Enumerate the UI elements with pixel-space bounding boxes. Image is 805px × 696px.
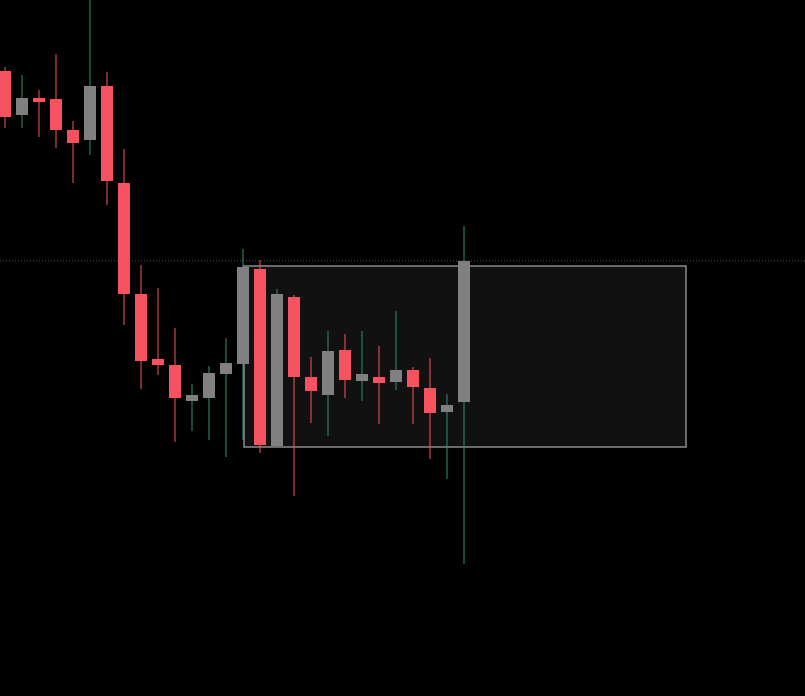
candle-body bbox=[16, 98, 28, 115]
candle-body bbox=[169, 365, 181, 398]
candle-body bbox=[50, 99, 62, 130]
candle-body bbox=[220, 363, 232, 374]
candle-body bbox=[339, 350, 351, 380]
candle-body bbox=[33, 98, 45, 102]
candle-body bbox=[390, 370, 402, 382]
candle-body bbox=[84, 86, 96, 140]
candle-body bbox=[373, 377, 385, 383]
candle-body bbox=[322, 351, 334, 395]
candle-body bbox=[458, 261, 470, 402]
candle-body bbox=[305, 377, 317, 391]
candle-body bbox=[407, 370, 419, 387]
candle-body bbox=[67, 130, 79, 143]
candle-body bbox=[118, 183, 130, 294]
candle-body bbox=[424, 388, 436, 413]
candle-body bbox=[356, 374, 368, 381]
candle-body bbox=[441, 405, 453, 412]
candle-body bbox=[203, 373, 215, 398]
candle-body bbox=[254, 269, 266, 445]
candle-body bbox=[237, 267, 249, 364]
candle-body bbox=[101, 86, 113, 181]
candle-body bbox=[0, 71, 11, 117]
candle-body bbox=[186, 395, 198, 401]
candle-body bbox=[288, 297, 300, 377]
candle-body bbox=[271, 294, 283, 446]
candle-body bbox=[135, 294, 147, 361]
candle-body bbox=[152, 359, 164, 365]
